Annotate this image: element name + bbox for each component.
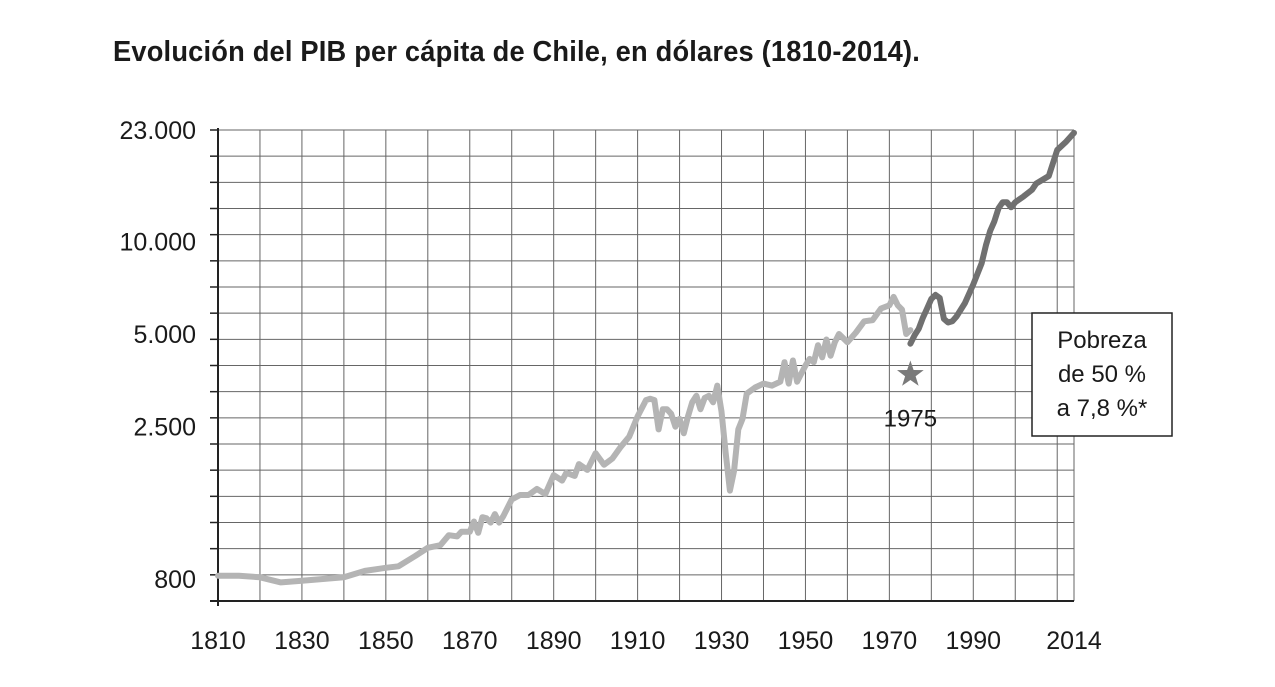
y-tick-labels: 800 2.500 5.000 10.000 23.000 (120, 117, 196, 594)
x-tick-label: 1890 (526, 627, 582, 655)
series-line-2 (907, 129, 1077, 347)
star-label: 1975 (884, 405, 937, 432)
y-tick-label: 23.000 (120, 117, 196, 145)
x-tick-label: 1830 (274, 627, 330, 655)
annotation-box-line: de 50 % (1058, 361, 1146, 388)
annotation-box-line: a 7,8 %* (1057, 395, 1148, 422)
axes (210, 128, 1074, 606)
y-tick-label: 5.000 (133, 321, 196, 349)
annotation-box (1031, 312, 1173, 437)
chart-title: Evolución del PIB per cápita de Chile, e… (113, 36, 921, 68)
x-tick-label: 1910 (610, 627, 666, 655)
x-tick-label: 1810 (190, 627, 246, 655)
x-tick-label: 1930 (694, 627, 750, 655)
x-tick-label: 1850 (358, 627, 414, 655)
series (215, 129, 1077, 586)
y-tick-label: 800 (154, 566, 196, 594)
x-tick-label: 1990 (945, 627, 1001, 655)
annotations: 1975 Pobreza de 50 % a 7,8 %* (884, 312, 1173, 437)
y-tick-label: 10.000 (120, 228, 196, 256)
series-line-1 (215, 293, 914, 586)
x-tick-label: 1950 (778, 627, 834, 655)
annotation-box-line: Pobreza (1057, 327, 1147, 354)
x-tick-label: 2014 (1046, 627, 1102, 655)
x-tick-label: 1970 (862, 627, 918, 655)
x-tick-label: 1870 (442, 627, 498, 655)
y-tick-label: 2.500 (133, 414, 196, 442)
x-tick-labels: 1810 1830 1850 1870 1890 1910 1930 1950 1970 1990… (190, 627, 1102, 655)
star-marker (897, 360, 924, 386)
grid (217, 129, 1075, 602)
